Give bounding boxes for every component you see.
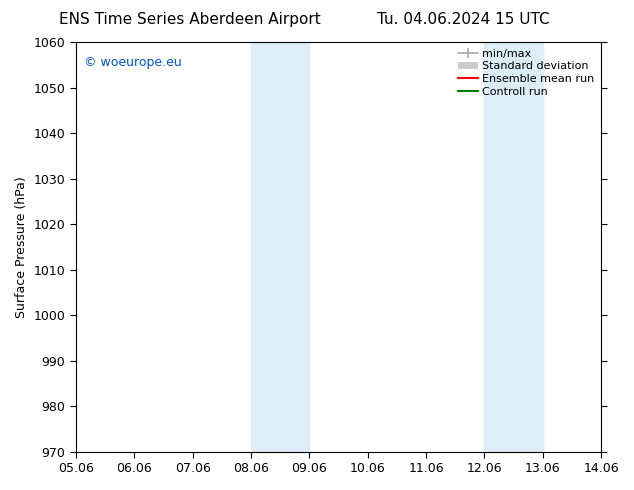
Legend: min/max, Standard deviation, Ensemble mean run, Controll run: min/max, Standard deviation, Ensemble me…: [455, 46, 598, 100]
Text: © woeurope.eu: © woeurope.eu: [84, 56, 181, 70]
Bar: [484, 42, 543, 452]
Bar: [251, 42, 309, 452]
Text: Tu. 04.06.2024 15 UTC: Tu. 04.06.2024 15 UTC: [377, 12, 549, 27]
Text: ENS Time Series Aberdeen Airport: ENS Time Series Aberdeen Airport: [60, 12, 321, 27]
Y-axis label: Surface Pressure (hPa): Surface Pressure (hPa): [15, 176, 28, 318]
